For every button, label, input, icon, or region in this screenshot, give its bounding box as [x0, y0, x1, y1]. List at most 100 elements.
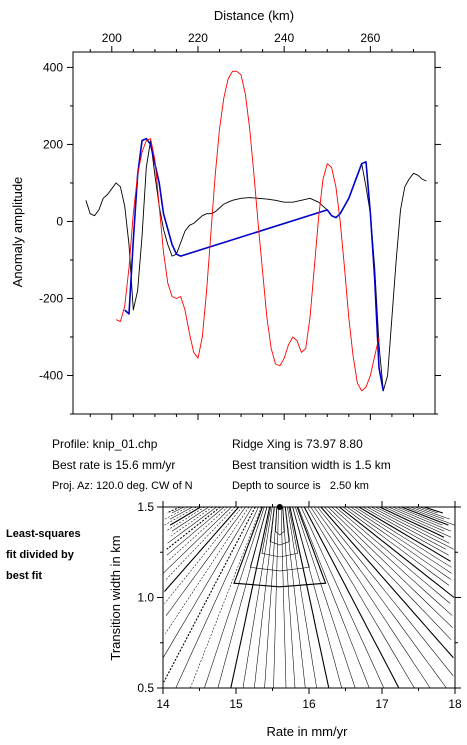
rate-tick-label: 16 — [302, 697, 316, 711]
contour-line — [292, 506, 342, 689]
contour-line — [175, 506, 259, 689]
contour-line — [307, 506, 415, 689]
model-anomaly-line — [115, 70, 380, 392]
contour-line — [346, 506, 451, 580]
contour-line — [313, 506, 447, 689]
contour-line — [242, 506, 273, 689]
contour-line — [164, 506, 243, 604]
best-fit-marker — [276, 504, 283, 510]
contour-line — [383, 506, 452, 538]
contour-line — [335, 506, 451, 604]
contour-line — [166, 506, 181, 514]
contour-line — [310, 506, 431, 689]
side-caption-line: Least-squares — [6, 528, 81, 540]
y-axis-title: Anomaly amplitude — [10, 177, 25, 288]
contour-line — [317, 506, 454, 677]
rate-tick-label: 15 — [229, 697, 243, 711]
observed-anomaly-line — [85, 140, 427, 392]
anomaly-ticks: 200 220 240 260 -400 -200 0 200 400 — [39, 31, 441, 420]
contour-line — [282, 506, 296, 689]
contour-line — [289, 506, 330, 689]
contour-line — [230, 506, 271, 689]
x-tick-label: 220 — [188, 31, 208, 45]
contour-line — [303, 506, 400, 689]
contour-ticks: 14 15 16 17 18 0.5 1.0 1.5 — [137, 500, 462, 711]
contour-line — [410, 506, 445, 520]
contour-line — [190, 506, 262, 689]
contour-line — [167, 506, 217, 544]
fitted-segment-line — [124, 137, 385, 392]
contour-line — [366, 506, 446, 550]
contour-line — [401, 506, 449, 526]
side-caption: Least-squares fit divided by best fit — [6, 524, 106, 587]
contour-line — [320, 506, 454, 659]
contour-line — [164, 506, 197, 526]
contour-line — [419, 506, 438, 514]
contour-line — [287, 506, 317, 689]
y-tick-label: 200 — [43, 137, 63, 151]
contour-line — [300, 506, 385, 689]
x-tick-label: 260 — [360, 31, 380, 45]
anomaly-series — [85, 70, 427, 392]
contour-line — [163, 506, 256, 683]
contour-line — [162, 506, 232, 574]
contour-line — [342, 506, 450, 586]
contour-line — [166, 506, 225, 556]
contour-line — [165, 506, 250, 634]
side-caption-line: fit divided by — [6, 549, 74, 561]
contour-line — [297, 506, 370, 689]
projection-azimuth-text: Proj. Az: 120.0 deg. CW of N — [52, 480, 193, 492]
best-rate-text: Best rate is 15.6 mm/yr — [52, 458, 176, 472]
width-tick-label: 1.5 — [137, 500, 154, 514]
contour-line — [375, 506, 450, 544]
y-tick-label: 0 — [56, 214, 63, 228]
contour-line — [388, 506, 445, 532]
contour-line — [165, 506, 246, 616]
y-tick-label: 400 — [43, 60, 63, 74]
contour-line — [371, 506, 454, 550]
y-tick-label: -400 — [39, 368, 63, 382]
x-tick-label: 240 — [274, 31, 294, 45]
contour-line — [217, 506, 268, 689]
contour-line — [269, 506, 290, 546]
rate-tick-label: 14 — [156, 697, 170, 711]
contour-line — [171, 506, 185, 514]
best-width-text: Best transition width is 1.5 km — [232, 458, 391, 472]
anomaly-plot-frame — [72, 51, 436, 415]
contour-line — [249, 506, 310, 572]
contour-line — [164, 506, 240, 592]
contour-line — [379, 506, 445, 538]
contour-line — [280, 506, 287, 689]
contour-line — [169, 506, 201, 526]
contour-line — [414, 506, 450, 520]
contour-line — [331, 506, 453, 616]
contour-line — [396, 506, 443, 526]
width-axis-title: Transition width in km — [108, 535, 123, 660]
contour-line — [165, 506, 205, 532]
x-tick-label: 200 — [102, 31, 122, 45]
width-tick-label: 0.5 — [137, 681, 154, 695]
contour-line — [327, 506, 453, 628]
contour-line — [324, 506, 452, 640]
rate-tick-label: 18 — [448, 697, 462, 711]
contour-line — [264, 506, 277, 689]
contour-line — [350, 506, 452, 574]
profile-text: Profile: knip_01.chp — [52, 437, 158, 451]
contour-line — [392, 506, 451, 532]
side-caption-line: best fit — [6, 570, 43, 582]
anomaly-chart: 200 220 240 260 -400 -200 0 200 400 Distance (km… — [10, 8, 441, 420]
contour-line — [275, 506, 285, 536]
contour-line — [169, 506, 193, 520]
contour-line — [165, 506, 236, 580]
x-axis-title: Distance (km) — [214, 8, 294, 23]
ridge-crossing-text: Ridge Xing is 73.97 8.80 — [232, 437, 363, 451]
contour-line — [362, 506, 449, 556]
contour-line — [166, 506, 221, 550]
contour-line — [204, 506, 265, 689]
contour-line — [171, 506, 209, 532]
contour-line — [162, 506, 253, 658]
contour-line — [169, 506, 213, 538]
contour-line — [424, 506, 443, 514]
contour-line — [405, 506, 455, 526]
